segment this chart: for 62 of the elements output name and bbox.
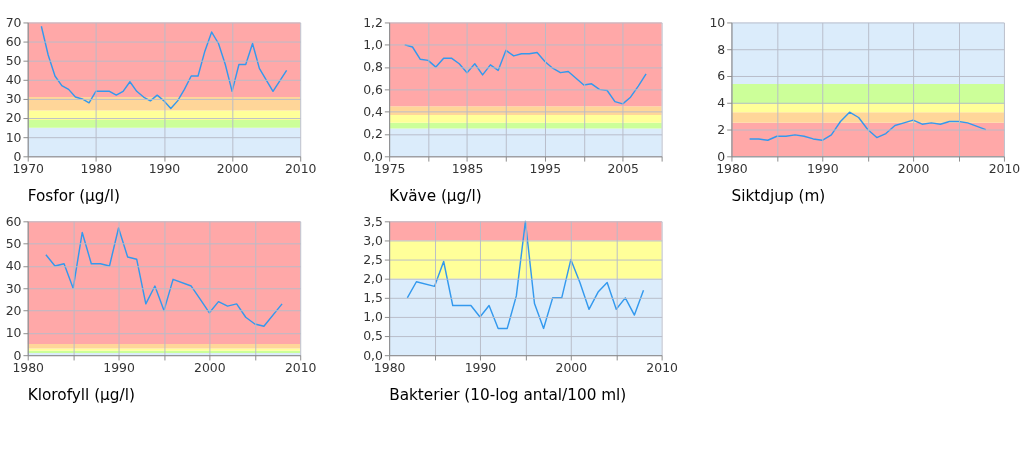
y-tick-label: 70 — [5, 14, 22, 30]
x-tick-label: 2000 — [194, 359, 226, 375]
x-tick-label: 2010 — [284, 161, 317, 177]
y-tick-label: 6 — [717, 68, 726, 84]
x-tick-label: 1990 — [806, 161, 839, 177]
y-tick-label: 0,5 — [363, 328, 383, 344]
x-tick-label: 1980 — [80, 161, 113, 177]
y-tick-label: 0,4 — [363, 104, 384, 120]
y-tick-label: 0 — [717, 148, 726, 164]
y-tick-label: 8 — [717, 41, 726, 57]
y-tick-label: 4 — [717, 95, 726, 111]
y-tick-label: 1,2 — [363, 14, 383, 30]
y-tick-label: 60 — [5, 33, 22, 49]
y-tick-label: 30 — [5, 91, 22, 107]
y-tick-label: 30 — [5, 280, 22, 296]
y-tick-label: 50 — [5, 53, 22, 69]
x-tick-label: 1990 — [148, 161, 181, 177]
x-tick-label: 1970 — [12, 161, 45, 177]
y-tick-label: 1,0 — [363, 37, 384, 53]
y-tick-label: 2,5 — [363, 251, 383, 267]
y-tick-label: 10 — [5, 129, 22, 145]
x-tick-label: 2000 — [897, 161, 930, 177]
y-tick-label: 2,0 — [363, 271, 384, 287]
x-tick-label: 2000 — [555, 359, 588, 375]
y-tick-label: 0,0 — [363, 148, 384, 164]
x-tick-label: 1990 — [103, 359, 135, 375]
line-series — [45, 227, 283, 327]
x-tick-label: 2010 — [988, 161, 1021, 177]
text: Fosfor (µg/l) — [27, 187, 120, 206]
x-tick-label: 1980 — [716, 161, 748, 177]
line-series — [40, 25, 288, 110]
x-tick-label: 2010 — [646, 359, 679, 375]
y-tick-label: 20 — [5, 302, 22, 318]
y-tick-label: 40 — [5, 72, 22, 88]
x-tick-label: 1990 — [464, 359, 497, 375]
y-tick-label: 50 — [5, 235, 22, 251]
text: Kväve (µg/l) — [389, 187, 482, 206]
x-tick-label: 1975 — [373, 161, 406, 177]
line-series — [748, 111, 987, 141]
y-tick-label: 2 — [717, 121, 726, 137]
y-tick-label: 0,2 — [363, 126, 383, 142]
y-tick-label: 20 — [5, 110, 22, 126]
y-tick-label: 1,5 — [363, 290, 383, 306]
y-tick-label: 10 — [709, 14, 726, 30]
x-tick-label: 1985 — [451, 161, 484, 177]
y-tick-label: 3,5 — [363, 213, 383, 229]
x-tick-label: 2005 — [607, 161, 640, 177]
line-series — [406, 220, 645, 330]
y-tick-label: 0,6 — [363, 81, 384, 97]
y-tick-label: 0,8 — [363, 59, 384, 75]
y-tick-label: 3,0 — [363, 232, 384, 248]
y-tick-label: 40 — [5, 258, 22, 274]
text: Bakterier (10-log antal/100 ml) — [389, 386, 627, 405]
y-tick-label: 1,0 — [363, 309, 384, 325]
y-tick-label: 0 — [13, 148, 22, 164]
y-tick-label: 60 — [5, 213, 22, 229]
x-tick-label: 2010 — [284, 359, 317, 375]
text: Klorofyll (µg/l) — [27, 386, 135, 405]
text: Siktdjup (m) — [731, 187, 826, 206]
x-tick-label: 1995 — [529, 161, 562, 177]
y-tick-label: 10 — [5, 325, 22, 341]
x-tick-label: 2000 — [216, 161, 249, 177]
